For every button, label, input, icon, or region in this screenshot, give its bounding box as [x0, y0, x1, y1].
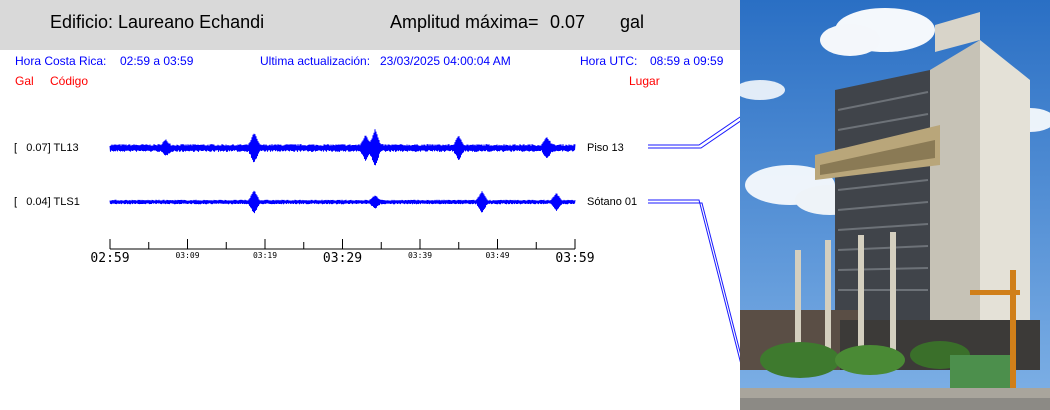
trace-tl13 [109, 129, 576, 166]
channel-place-tl13: Piso 13 [587, 142, 624, 154]
seismogram-chart: 02:59 03:09 03:19 03:29 03:39 03:49 03:59 [90, 116, 740, 363]
column-place: Lugar [629, 74, 660, 88]
local-time-value: 02:59 a 03:59 [120, 54, 194, 68]
amplitude-value: 0.07 [550, 12, 586, 32]
update-value: 23/03/2025 04:00:04 AM [380, 54, 511, 68]
tick-label-major: 03:59 [555, 251, 594, 266]
channel-label-tls1: [ 0.04] TLS1 [14, 196, 80, 208]
connector-line-tl13 [648, 116, 740, 146]
connector-line-tls1 [648, 199, 740, 363]
amplitude-label: Amplitud máxima= [390, 12, 539, 32]
tick-label-minor: 03:39 [408, 251, 432, 260]
header-bar [0, 0, 740, 50]
building-title: Edificio: Laureano Echandi [50, 12, 265, 32]
utc-label: Hora UTC: [580, 54, 638, 68]
building-photo [740, 0, 1050, 410]
utc-value: 08:59 a 09:59 [650, 54, 724, 68]
tick-label-minor: 03:19 [253, 251, 277, 260]
tick-label-major: 03:29 [323, 251, 362, 266]
tick-label-minor: 03:09 [175, 251, 199, 260]
connector-line-tls1-shadow [648, 202, 740, 354]
tick-label-major: 02:59 [90, 251, 129, 266]
channel-label-tl13: [ 0.07] TL13 [14, 142, 79, 154]
local-time-label: Hora Costa Rica: [15, 54, 107, 68]
connector-line-tl13-shadow [648, 120, 740, 149]
column-gal: Gal [15, 74, 34, 88]
amplitude-unit: gal [620, 12, 645, 32]
update-label: Ultima actualización: [260, 54, 371, 68]
channel-place-tls1: Sótano 01 [587, 196, 638, 208]
column-code: Código [50, 74, 89, 88]
tick-label-minor: 03:49 [485, 251, 509, 260]
trace-tls1 [109, 190, 576, 214]
